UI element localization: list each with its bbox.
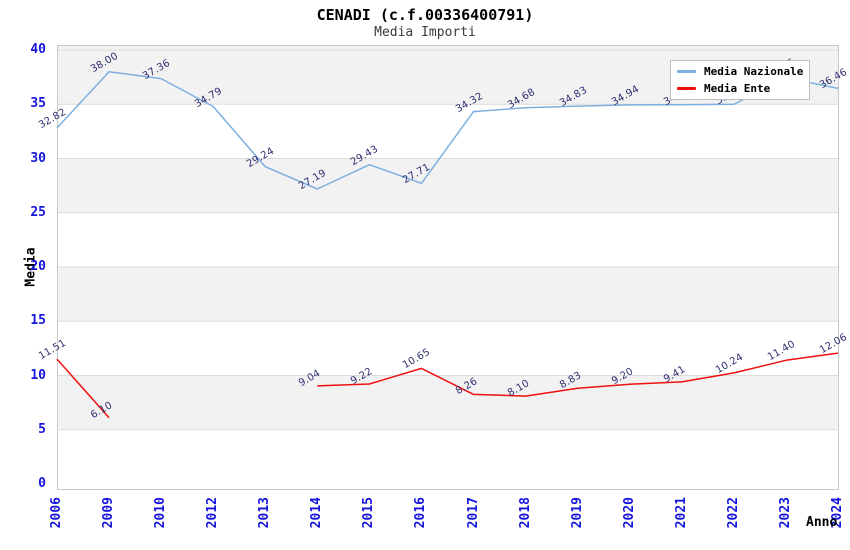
series-line-media-ente (56, 352, 839, 419)
y-tick-label: 30 (30, 150, 46, 166)
x-tick-label: 2016 (413, 497, 429, 529)
plot-border (57, 45, 839, 490)
x-tick-label: 2020 (621, 497, 637, 529)
media-ente-line-swatch (677, 87, 696, 90)
legend: Media Nazionale Media Ente (670, 60, 810, 100)
x-tick-label: 2009 (101, 497, 117, 529)
x-tick-label: 2015 (361, 497, 377, 529)
legend-item-media-ente: Media Ente (677, 82, 809, 95)
y-tick-label: 10 (30, 367, 46, 383)
series-line-media-nazionale (56, 70, 839, 190)
x-tick-label: 2010 (153, 497, 169, 529)
legend-item-media-nazionale: Media Nazionale (677, 65, 809, 78)
media-nazionale-line-swatch (677, 70, 696, 73)
y-tick-label: 5 (38, 421, 46, 437)
x-tick-label: 2022 (725, 497, 741, 529)
chart-subtitle: Media Importi (374, 25, 476, 40)
x-tick-label: 2019 (569, 497, 585, 529)
legend-label-media-nazionale: Media Nazionale (704, 65, 804, 78)
legend-label-media-ente: Media Ente (704, 82, 771, 95)
y-tick-label: 0 (38, 476, 46, 491)
y-tick-label: 25 (30, 204, 46, 220)
x-tick-label: 2017 (465, 497, 481, 529)
x-tick-label: 2006 (49, 497, 64, 529)
x-tick-label: 2014 (309, 497, 325, 529)
grid-band (57, 158, 839, 213)
grid-band (57, 267, 839, 322)
x-tick-label: 2023 (777, 497, 793, 529)
x-tick-label: 2018 (517, 497, 533, 529)
x-tick-label: 2021 (673, 497, 689, 529)
y-tick-label: 20 (30, 259, 46, 274)
x-axis-title: Anno (806, 515, 838, 530)
chart-title: CENADI (c.f.00336400791) (316, 6, 534, 24)
y-tick-label: 40 (30, 42, 46, 57)
y-tick-label: 15 (30, 313, 46, 329)
y-tick-label: 35 (30, 96, 46, 112)
x-tick-label: 2013 (257, 497, 273, 529)
x-tick-label: 2012 (205, 497, 221, 529)
grid-band (57, 375, 839, 430)
